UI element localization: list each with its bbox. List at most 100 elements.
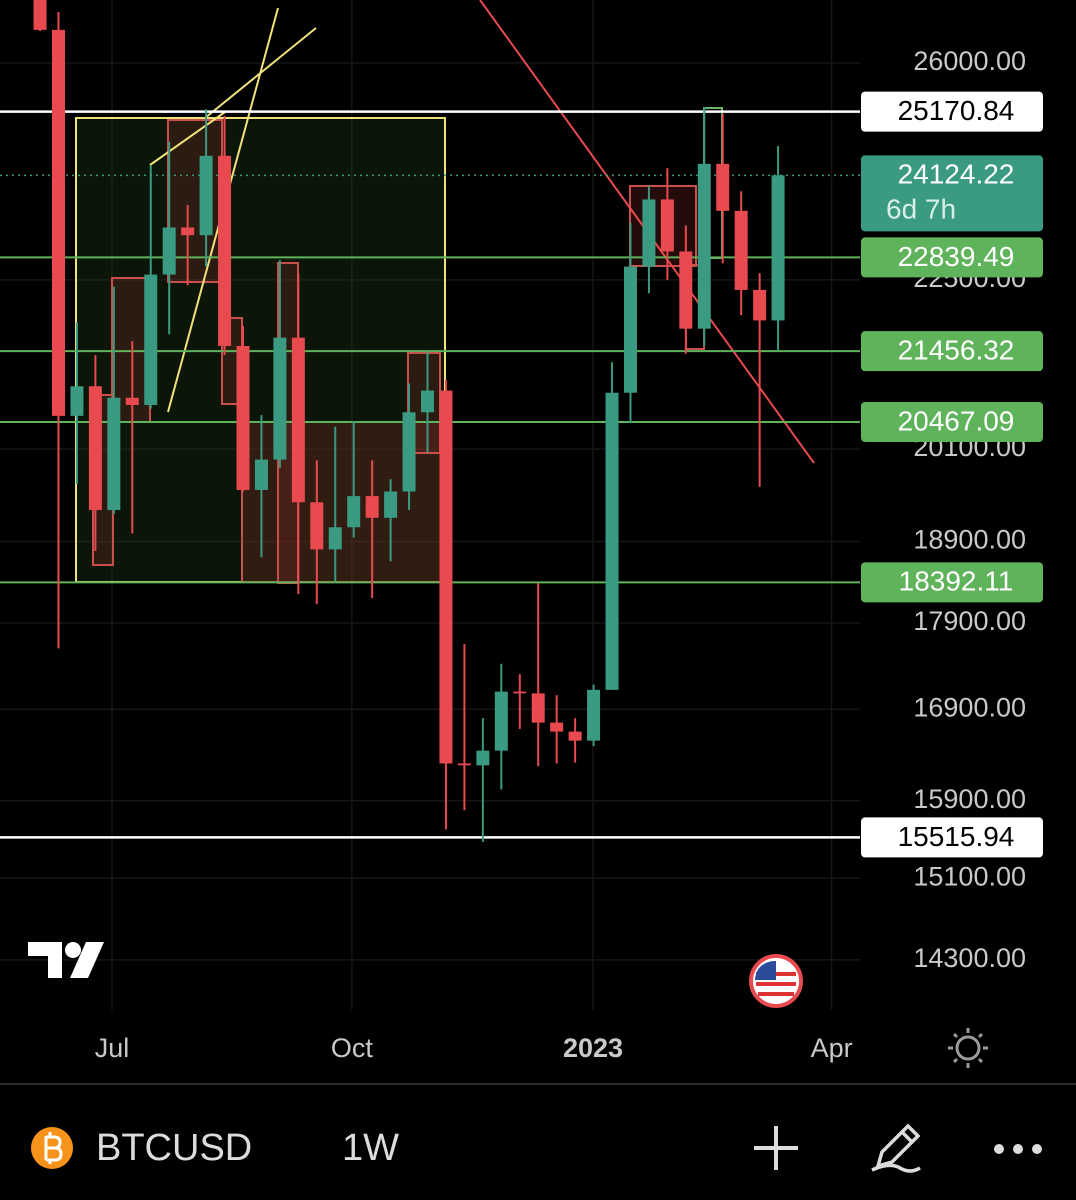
- pencil: [875, 1123, 921, 1169]
- x-tick-label: Oct: [331, 1033, 374, 1063]
- badges: 25170.84 22839.49 21456.32 20467.09 18392.11…: [861, 91, 1043, 858]
- price-badge-label: 25170.84: [898, 95, 1015, 126]
- price-badge-label: 15515.94: [898, 821, 1015, 852]
- y-tick-label: 15900.00: [913, 784, 1026, 814]
- y-tick-label: 18900.00: [913, 525, 1026, 555]
- candle-body: [310, 502, 324, 550]
- candle-body: [439, 390, 453, 764]
- price-badge: [861, 237, 1043, 278]
- settings-ray: [952, 1057, 959, 1064]
- draw-button[interactable]: [871, 1123, 921, 1173]
- symbol[interactable]: BTCUSD: [96, 1127, 252, 1169]
- y-tick-label: 15100.00: [913, 861, 1026, 891]
- logo-part: [65, 942, 81, 958]
- flag-icon: [749, 954, 803, 1008]
- y-tick-label: 26000.00: [913, 46, 1026, 76]
- price-badge: [861, 817, 1043, 858]
- candle-body: [697, 163, 711, 329]
- settings-ray: [977, 1057, 984, 1064]
- y-tick-label: 17900.00: [913, 606, 1026, 636]
- countdown-label: 6d 7h: [886, 194, 956, 225]
- level-lines: [0, 110, 860, 839]
- logo-part: [70, 942, 104, 978]
- x-tick-label: Jul: [95, 1033, 130, 1063]
- dot: [1032, 1144, 1042, 1154]
- logo-part: [28, 942, 62, 978]
- candle-body: [365, 496, 379, 518]
- coin-glyph: [44, 1132, 63, 1164]
- price-badge-label: 22839.49: [898, 241, 1015, 272]
- price-badge: [861, 91, 1043, 132]
- candle-body: [125, 397, 139, 405]
- candle-body: [531, 693, 545, 723]
- candle-body: [513, 691, 527, 694]
- candle-body: [88, 386, 102, 511]
- flag-canton: [755, 960, 776, 980]
- candles: [33, 0, 785, 842]
- candle-body: [734, 210, 748, 290]
- candle-body: [457, 763, 471, 766]
- candle-body: [218, 155, 232, 347]
- candle-body: [494, 691, 508, 751]
- settings-ray: [977, 1032, 984, 1039]
- candle-body: [51, 29, 65, 416]
- candle-body: [181, 227, 195, 236]
- last-price-label: 24124.22: [898, 159, 1015, 190]
- last-price-badge: [861, 155, 1043, 232]
- candle-body: [660, 199, 674, 252]
- interval[interactable]: 1W: [342, 1127, 399, 1169]
- yellow-line: [204, 27, 317, 119]
- x-tick-label: Apr: [811, 1033, 853, 1063]
- price-badge-label: 21456.32: [898, 335, 1015, 366]
- candle-body: [291, 337, 305, 503]
- candle-body: [70, 386, 84, 416]
- candle-body: [679, 251, 693, 329]
- dot: [1013, 1144, 1023, 1154]
- candle-body: [550, 722, 564, 732]
- candle-body: [402, 412, 416, 492]
- pencil-stroke: [871, 1163, 921, 1173]
- candle-body: [421, 390, 435, 413]
- toolbar: BTCUSD 1W: [0, 1083, 1076, 1173]
- flag-stripe: [756, 982, 796, 986]
- candle-body: [273, 337, 287, 460]
- candle-body: [347, 496, 361, 528]
- y-tick-label: 16900.00: [913, 692, 1026, 722]
- price-badge-label: 18392.11: [899, 566, 1014, 597]
- settings-icon[interactable]: [948, 1028, 988, 1068]
- candle-body: [254, 459, 268, 490]
- price-badge-label: 20467.09: [898, 405, 1015, 436]
- candle-body: [144, 274, 158, 405]
- yellow-line: [149, 111, 226, 166]
- candle-body: [236, 346, 250, 490]
- candle-body: [771, 175, 785, 321]
- candle-body: [107, 397, 121, 511]
- flag-stripe: [758, 992, 794, 996]
- x-tick-label: 2023: [563, 1033, 623, 1063]
- add-button[interactable]: [754, 1126, 798, 1170]
- settings-circle: [955, 1035, 981, 1061]
- candle-body: [605, 392, 619, 690]
- candle-body: [587, 689, 601, 741]
- settings-ray: [952, 1032, 959, 1039]
- candle-body: [642, 199, 656, 267]
- candle-body: [384, 491, 398, 518]
- candle-body: [476, 750, 490, 766]
- y-tick-label: 14300.00: [913, 943, 1026, 973]
- candle-body: [33, 0, 47, 30]
- candle-body: [568, 731, 582, 741]
- candle-body: [199, 155, 213, 236]
- price-badge: [861, 401, 1043, 442]
- price-badge: [861, 331, 1043, 372]
- candle-body: [328, 527, 342, 550]
- more-button[interactable]: [994, 1144, 1042, 1154]
- bitcoin-icon: [31, 1127, 73, 1169]
- candle-body: [753, 289, 767, 321]
- candle-body: [623, 266, 637, 393]
- price-badge: [861, 562, 1043, 603]
- candle-body: [162, 227, 176, 275]
- dot: [994, 1144, 1004, 1154]
- tv-logo: [28, 942, 104, 978]
